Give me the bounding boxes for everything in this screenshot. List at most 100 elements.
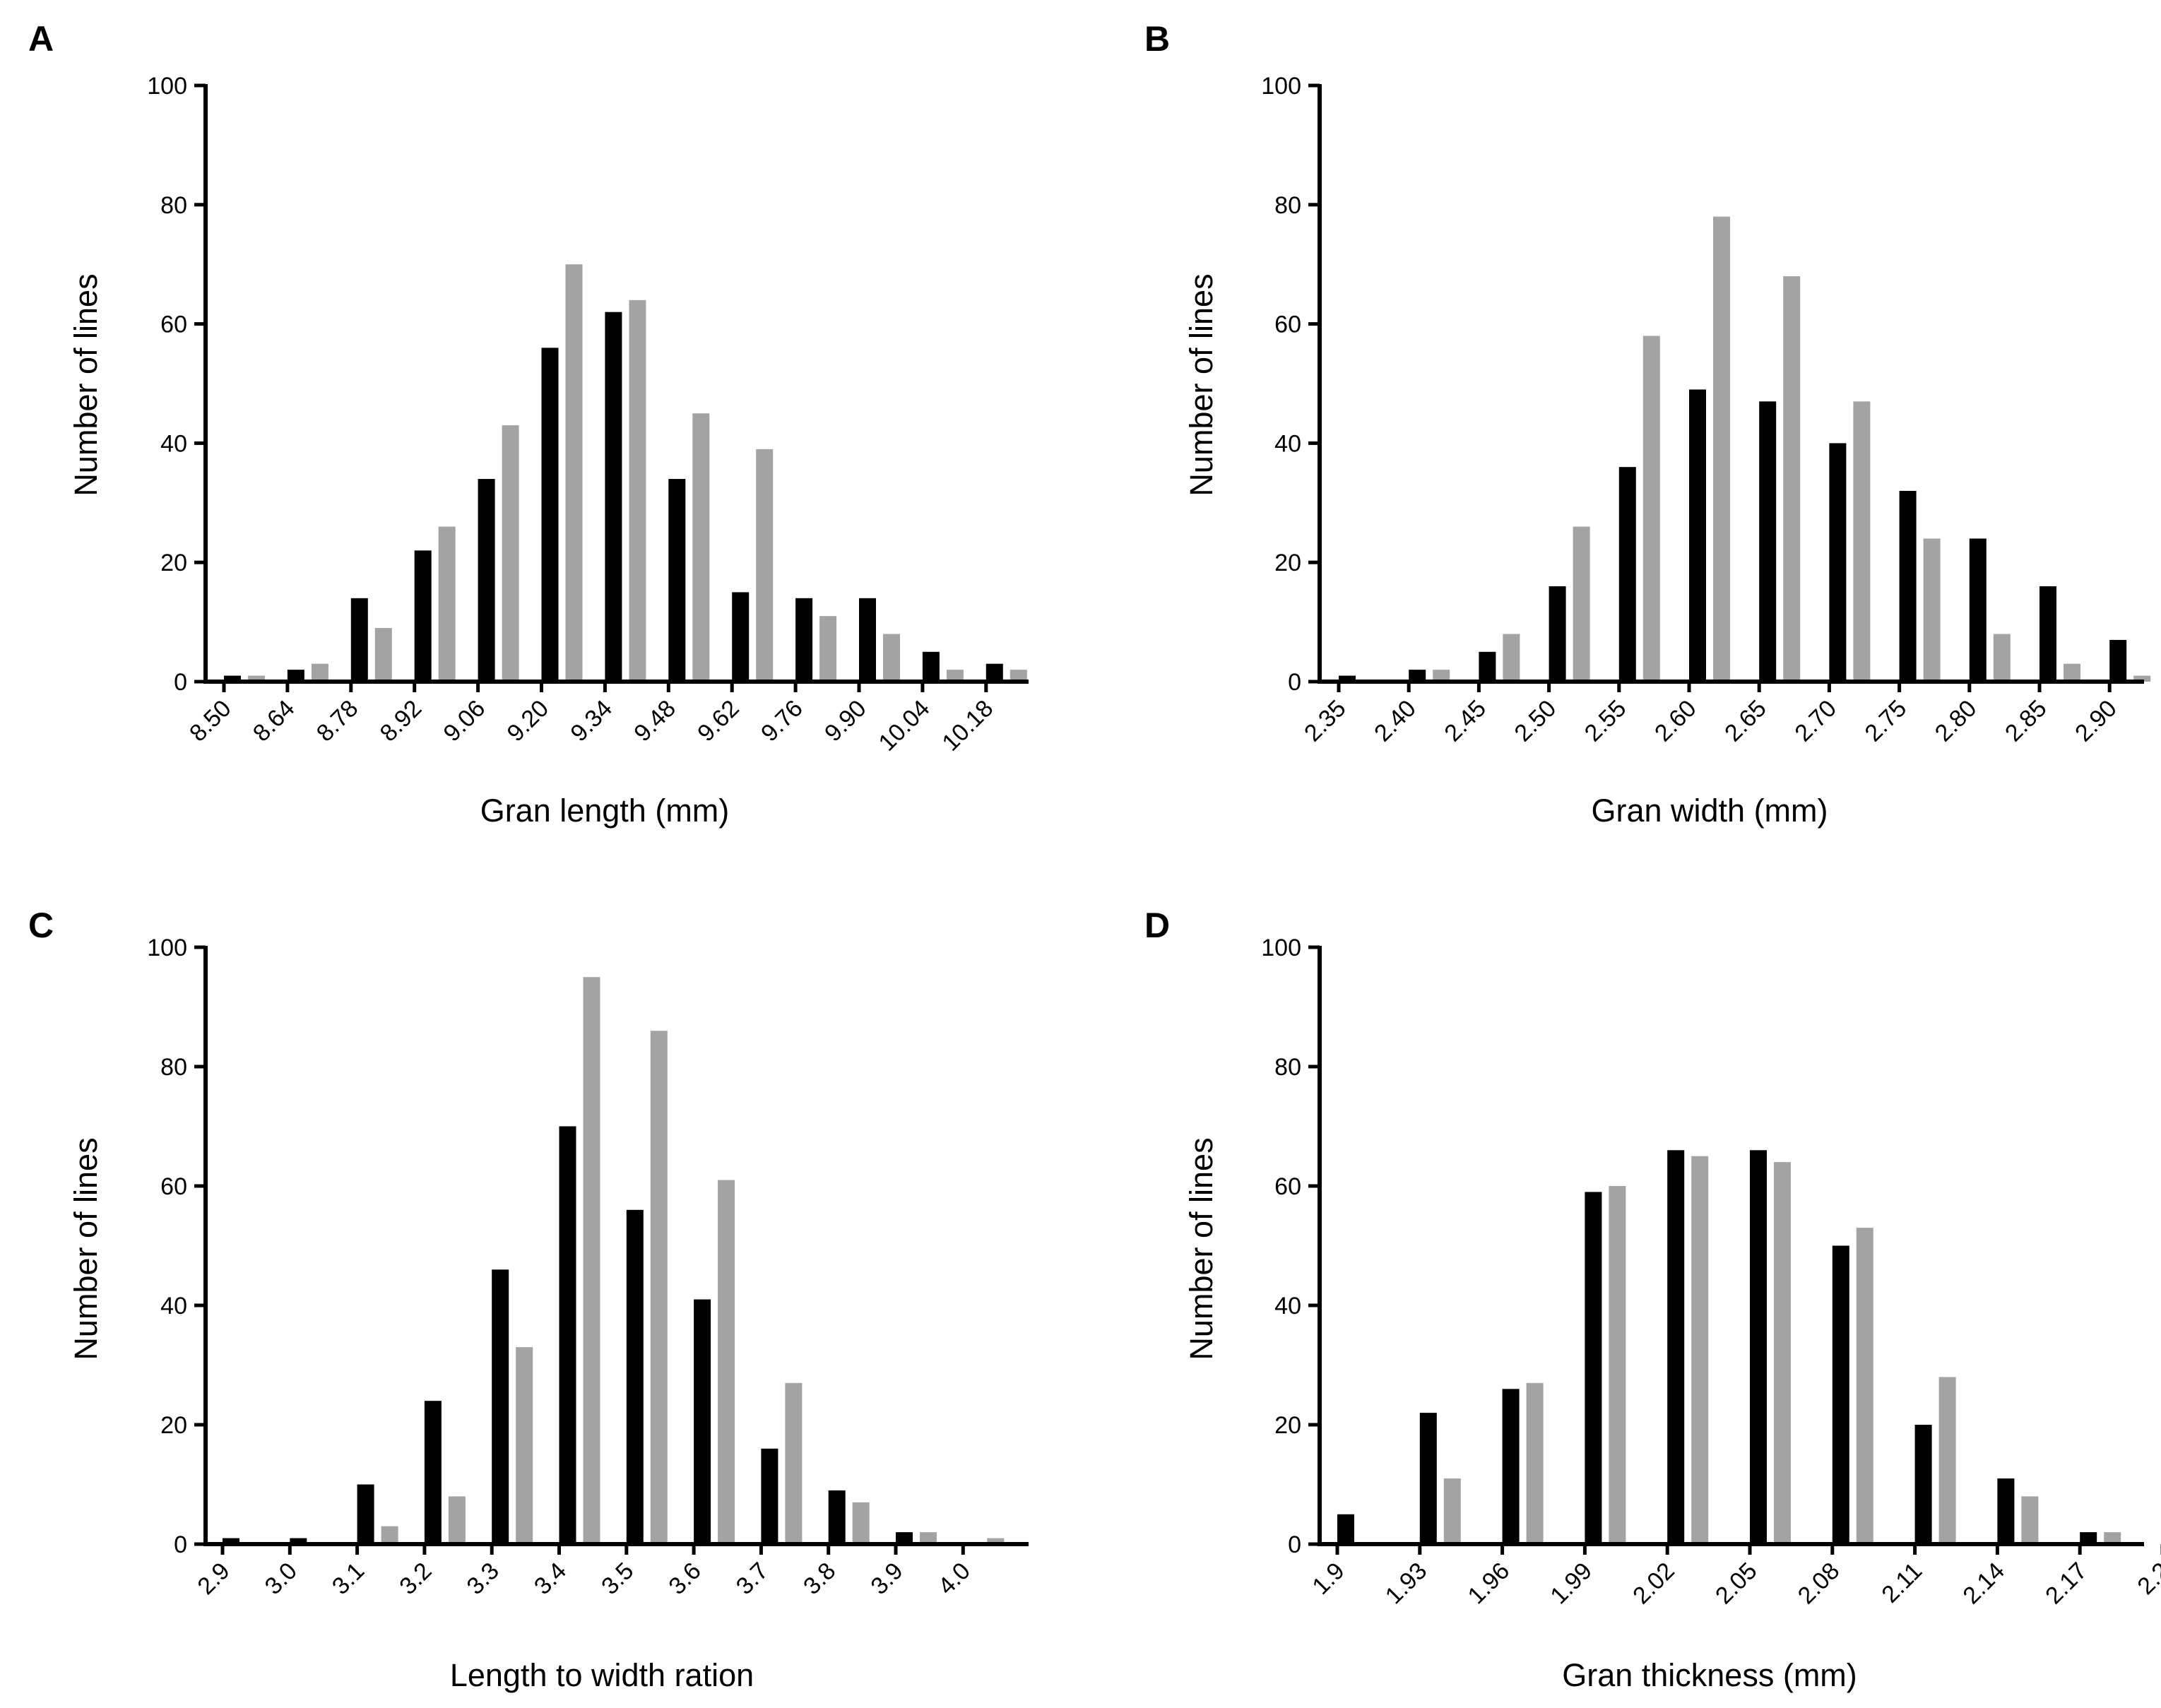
panel-b-bar-series-1-2.75 xyxy=(1899,490,1917,682)
panel-a-bar-series-2-8.92 xyxy=(438,526,456,682)
panel-d-bar-series-1-2.08 xyxy=(1832,1245,1849,1544)
panel-a-bar-series-2-9.76 xyxy=(819,616,837,682)
panel-c-x-tick-label-2.9: 2.9 xyxy=(192,1558,235,1600)
panel-a-x-tick-label-8.78: 8.78 xyxy=(312,695,364,747)
panel-c-x-tick-label-4.0: 4.0 xyxy=(933,1558,976,1600)
panel-a-bar-series-1-9.06 xyxy=(478,479,495,682)
panel-b-bar-series-2-2.90 xyxy=(2133,675,2151,682)
panel-d-letter: D xyxy=(1144,906,1170,945)
panel-b-bar-series-1-2.65 xyxy=(1759,401,1777,682)
panel-b-bar-series-1-2.90 xyxy=(2109,639,2127,682)
panel-b-bar-series-1-2.85 xyxy=(2039,586,2056,682)
panel-b-x-axis-title: Gran width (mm) xyxy=(1591,793,1828,829)
panel-b-y-tick-label-80: 80 xyxy=(1274,192,1301,219)
panel-d-bar-series-2-2.05 xyxy=(1774,1162,1791,1544)
panel-a-x-tick-label-9.20: 9.20 xyxy=(502,695,554,747)
panel-c-y-tick-label-40: 40 xyxy=(160,1293,187,1319)
panel-c-x-tick-label-3.5: 3.5 xyxy=(596,1558,639,1600)
panel-d-x-tick-label-2.11: 2.11 xyxy=(1876,1558,1927,1608)
panel-b-bar-series-1-2.80 xyxy=(1969,538,1987,682)
panel-d-x-tick-label-2.14: 2.14 xyxy=(1958,1558,2010,1610)
panel-a-y-tick-label-60: 60 xyxy=(160,312,187,338)
panel-d-bar-series-1-1.99 xyxy=(1585,1192,1602,1544)
panel-b-x-tick-label-2.50: 2.50 xyxy=(1510,695,1562,747)
panel-a-bar-series-2-9.20 xyxy=(565,264,583,682)
panel-c-y-tick-label-80: 80 xyxy=(160,1054,187,1081)
panel-c-bar-series-1-3.0 xyxy=(290,1538,307,1544)
panel-d-bar-series-2-2.14 xyxy=(2021,1496,2039,1544)
panel-a-y-axis-title: Number of lines xyxy=(68,273,104,496)
panel-b-y-tick-label-40: 40 xyxy=(1274,430,1301,457)
panel-b-x-tick-label-2.75: 2.75 xyxy=(1860,695,1912,747)
panel-a-bar-series-2-8.78 xyxy=(374,628,392,682)
panel-c-x-tick-label-3.3: 3.3 xyxy=(462,1558,504,1600)
panel-c-y-tick-label-20: 20 xyxy=(160,1412,187,1439)
panel-b-x-tick-label-2.85: 2.85 xyxy=(2000,695,2052,747)
panel-d-bar-series-1-2.11 xyxy=(1914,1425,1932,1544)
panel-a-bar-series-1-8.50 xyxy=(224,675,241,682)
panel-d-bar-series-2-2.17 xyxy=(2104,1532,2121,1544)
panel-a-bar-series-1-10.18 xyxy=(985,663,1003,682)
panel-a-x-tick-label-10.18: 10.18 xyxy=(937,695,998,757)
panel-c-bar-series-2-3.4 xyxy=(583,977,600,1544)
panel-a-x-tick-label-8.64: 8.64 xyxy=(248,695,300,747)
panel-c-y-tick-label-60: 60 xyxy=(160,1173,187,1200)
panel-b-bar-series-1-2.50 xyxy=(1549,586,1566,682)
panel-b-y-tick-label-60: 60 xyxy=(1274,312,1301,338)
panel-d-y-axis: 0 20 40 60 80 100 xyxy=(1261,935,1322,1558)
panel-a-x-tick-label-8.92: 8.92 xyxy=(375,695,427,747)
panel-c-x-tick-label-3.1: 3.1 xyxy=(327,1558,369,1600)
panel-c-bar-series-2-3.6 xyxy=(718,1180,735,1544)
panel-b-bar-series-2-2.50 xyxy=(1573,526,1590,682)
panel-c-bar-series-2-3.8 xyxy=(852,1502,870,1544)
panel-d-bar-series-2-2.02 xyxy=(1691,1156,1709,1544)
panel-c-bar-series-1-2.9 xyxy=(223,1538,239,1544)
panel-a-bar-series-1-8.92 xyxy=(414,550,432,682)
panel-a-y-tick-label-20: 20 xyxy=(160,550,187,576)
panel-b-y-tick-label-0: 0 xyxy=(1288,669,1301,696)
panel-c-bar-series-1-3.7 xyxy=(761,1448,778,1544)
panel-c-y-axis-title: Number of lines xyxy=(68,1137,104,1360)
panel-c-bar-series-2-3.1 xyxy=(381,1526,398,1544)
panel-d-y-tick-label-0: 0 xyxy=(1288,1531,1301,1558)
panel-a-bar-series-2-10.04 xyxy=(946,670,964,682)
panel-a-bar-series-2-9.90 xyxy=(883,634,900,682)
panel-d-y-tick-label-20: 20 xyxy=(1274,1412,1301,1439)
panel-b-bar-series-1-2.45 xyxy=(1479,651,1496,682)
panel-b-x-tick-label-2.70: 2.70 xyxy=(1789,695,1842,747)
panel-d-bars xyxy=(1337,1150,2121,1544)
panel-d-x-tick-label-1.96: 1.96 xyxy=(1463,1558,1515,1610)
panel-a-x-tick-label-9.90: 9.90 xyxy=(819,695,872,747)
panel-b-x-tick-label-2.35: 2.35 xyxy=(1299,695,1351,747)
panel-a-x-tick-label-9.76: 9.76 xyxy=(756,695,808,747)
panel-d-y-tick-label-60: 60 xyxy=(1274,1173,1301,1200)
panel-c-bar-series-2-3.5 xyxy=(650,1031,668,1544)
panel-b-x-tick-label-2.65: 2.65 xyxy=(1719,695,1772,747)
panel-b-bar-series-1-2.35 xyxy=(1339,675,1356,682)
panel-c-x-tick-label-3.6: 3.6 xyxy=(663,1558,706,1600)
panel-a-bar-series-1-10.04 xyxy=(922,651,940,682)
panel-c-y-tick-label-0: 0 xyxy=(174,1531,187,1558)
panel-b-y-tick-label-20: 20 xyxy=(1274,550,1301,576)
panel-b-y-axis-title: Number of lines xyxy=(1183,273,1219,496)
panel-c-bar-series-1-3.4 xyxy=(559,1126,576,1544)
panel-a-bar-series-1-9.34 xyxy=(605,312,622,682)
panel-a-letter: A xyxy=(28,19,54,59)
panel-d-bar-series-1-2.05 xyxy=(1750,1150,1767,1544)
panel-b-x-tick-label-2.80: 2.80 xyxy=(1930,695,1982,747)
panel-c-bar-series-1-3.2 xyxy=(424,1401,442,1544)
panel-b-bar-series-2-2.45 xyxy=(1503,634,1520,682)
panel-b-x-tick-label-2.90: 2.90 xyxy=(2070,695,2122,747)
panel-a-y-tick-label-80: 80 xyxy=(160,192,187,219)
panel-d-y-tick-label-80: 80 xyxy=(1274,1054,1301,1081)
panel-b-x-axis: 2.35 2.40 2.45 2.50 2.55 2.60 2.65 2.70 2.75 2.80… xyxy=(1299,680,2144,747)
panel-a-x-tick-label-9.34: 9.34 xyxy=(565,695,617,747)
panel-d-y-axis-title: Number of lines xyxy=(1183,1137,1219,1360)
panel-c-x-tick-label-3.4: 3.4 xyxy=(529,1558,572,1600)
panel-d-x-tick-label-2.2: 2.2 xyxy=(2132,1558,2161,1600)
panel-d-x-axis: 1.9 1.93 1.96 1.99 2.02 2.05 2.08 2.11 2.14 2.17 2… xyxy=(1307,1542,2161,1610)
panel-c: C 0 20 40 60 80 100 2.9 3.0 3.1 3.2 3.3 3.4 3.5 3.6 3… xyxy=(28,906,1029,1693)
panel-a-y-axis: 0 20 40 60 80 100 xyxy=(147,73,208,696)
